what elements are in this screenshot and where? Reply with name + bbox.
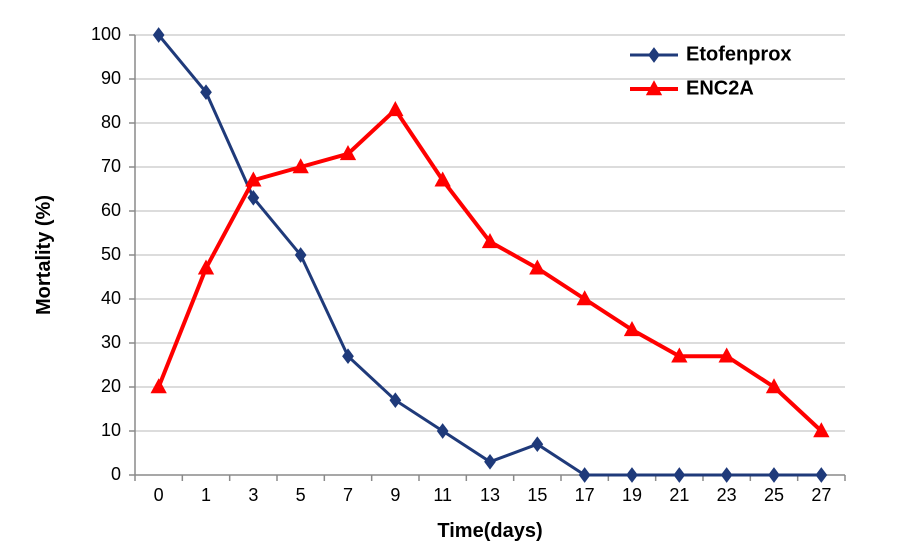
- x-tick-label: 17: [575, 485, 595, 505]
- y-tick-label: 0: [111, 464, 121, 484]
- y-tick-label: 50: [101, 244, 121, 264]
- y-tick-label: 80: [101, 112, 121, 132]
- x-tick-label: 0: [154, 485, 164, 505]
- x-tick-label: 21: [669, 485, 689, 505]
- x-tick-label: 13: [480, 485, 500, 505]
- x-tick-label: 15: [527, 485, 547, 505]
- y-tick-label: 100: [91, 24, 121, 44]
- legend-label: Etofenprox: [686, 43, 792, 65]
- x-tick-label: 11: [433, 485, 452, 505]
- y-tick-label: 40: [101, 288, 121, 308]
- x-tick-label: 5: [296, 485, 306, 505]
- y-tick-label: 60: [101, 200, 121, 220]
- y-tick-label: 90: [101, 68, 121, 88]
- legend-label: ENC2A: [686, 77, 754, 99]
- x-axis-label: Time(days): [437, 520, 542, 542]
- x-tick-label: 27: [811, 485, 831, 505]
- x-tick-label: 25: [764, 485, 784, 505]
- y-tick-label: 10: [101, 420, 121, 440]
- mortality-chart: 0102030405060708090100013579111315171921…: [0, 0, 909, 557]
- x-tick-label: 19: [622, 485, 642, 505]
- y-tick-label: 70: [101, 156, 121, 176]
- x-tick-label: 7: [343, 485, 353, 505]
- y-tick-label: 20: [101, 376, 121, 396]
- x-tick-label: 9: [390, 485, 400, 505]
- x-tick-label: 3: [248, 485, 258, 505]
- x-tick-label: 1: [201, 485, 211, 505]
- y-axis-label: Mortality (%): [33, 195, 55, 315]
- y-tick-label: 30: [101, 332, 121, 352]
- x-tick-label: 23: [717, 485, 737, 505]
- chart-svg: 0102030405060708090100013579111315171921…: [0, 0, 909, 557]
